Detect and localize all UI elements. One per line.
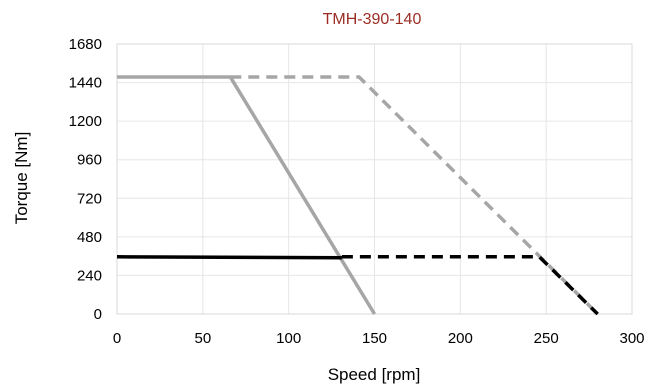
chart-title: TMH-390-140 [323,11,422,28]
y-axis-ticks: 0 240 480 720 960 1200 1440 1680 [69,36,102,323]
x-tick-label: 100 [276,330,301,347]
solid-series-line-3 [116,255,342,260]
x-tick-label: 0 [113,330,121,347]
y-tick-label: 960 [77,152,102,169]
y-tick-label: 720 [77,190,102,207]
x-tick-label: 150 [362,330,387,347]
x-tick-label: 50 [194,330,211,347]
x-axis-ticks: 0 50 100 150 200 250 300 [113,330,645,347]
y-tick-label: 1680 [69,36,102,53]
x-axis-label: Speed [rpm] [328,365,421,384]
y-tick-label: 0 [94,306,102,323]
y-axis-label: Torque [Nm] [12,132,31,225]
series-layer [116,75,599,316]
y-tick-label: 480 [77,229,102,246]
y-tick-label: 240 [77,267,102,284]
y-tick-label: 1440 [69,75,102,92]
dashed-series-line-2 [230,75,599,316]
x-tick-label: 300 [619,330,644,347]
x-tick-label: 250 [534,330,559,347]
solid-series-line-1 [117,75,376,315]
x-tick-label: 200 [448,330,473,347]
dashed-series-line-4 [341,255,599,316]
y-tick-label: 1200 [69,113,102,130]
